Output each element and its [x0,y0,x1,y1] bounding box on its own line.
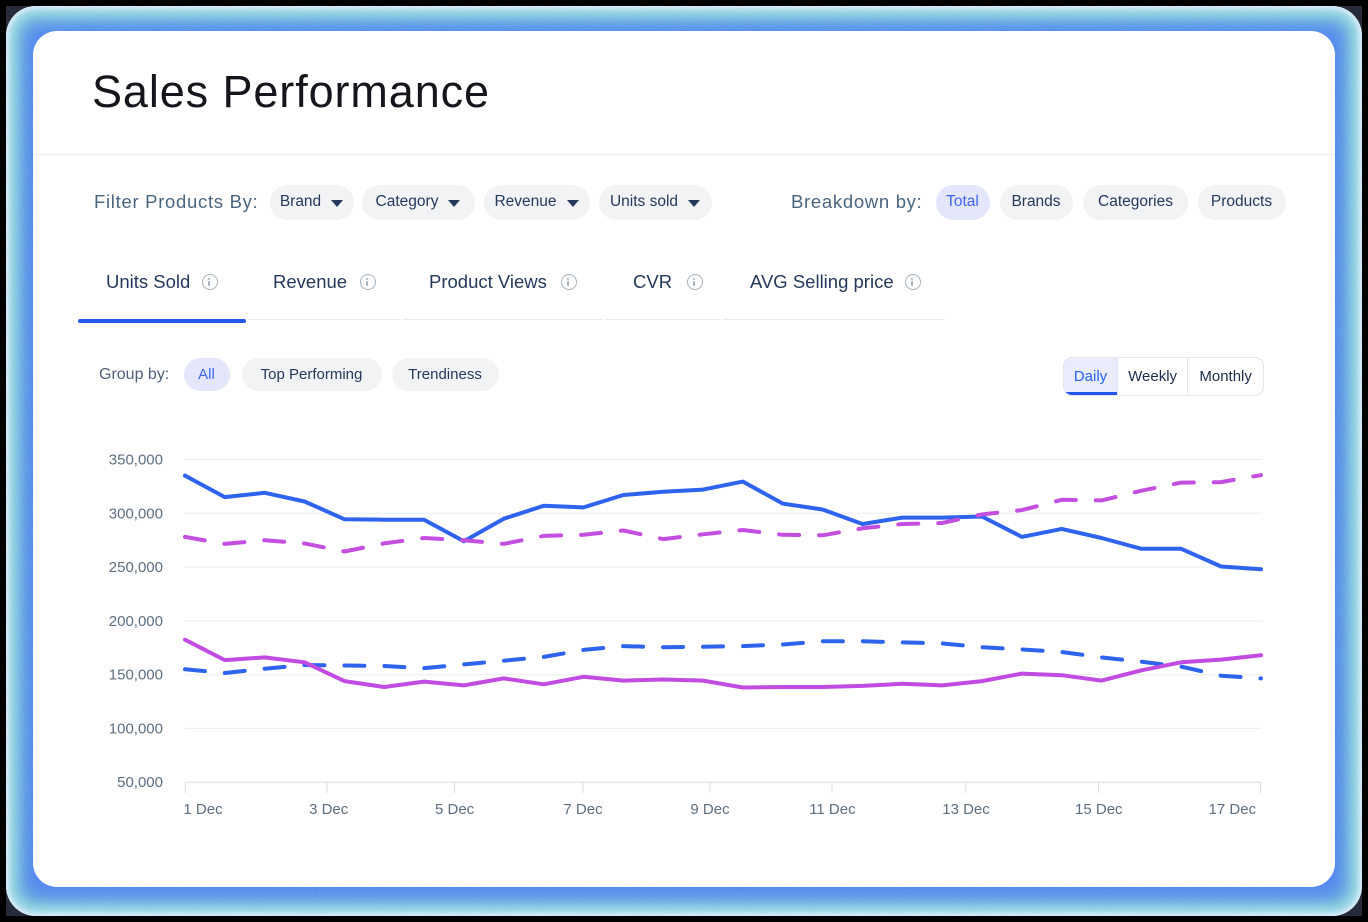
svg-text:5 Dec: 5 Dec [435,801,475,818]
svg-text:200,000: 200,000 [109,613,163,630]
svg-text:300,000: 300,000 [109,505,163,522]
svg-text:7 Dec: 7 Dec [563,801,603,818]
svg-text:13 Dec: 13 Dec [942,801,990,818]
svg-text:15 Dec: 15 Dec [1075,801,1123,818]
svg-text:50,000: 50,000 [117,774,163,791]
svg-text:100,000: 100,000 [109,720,163,737]
svg-text:11 Dec: 11 Dec [809,801,856,818]
svg-text:1 Dec: 1 Dec [183,801,223,818]
svg-text:250,000: 250,000 [109,559,163,576]
svg-text:350,000: 350,000 [109,452,163,469]
svg-text:17 Dec: 17 Dec [1209,801,1257,818]
svg-text:9 Dec: 9 Dec [690,801,730,818]
svg-text:150,000: 150,000 [109,667,163,684]
svg-text:3 Dec: 3 Dec [309,801,349,818]
